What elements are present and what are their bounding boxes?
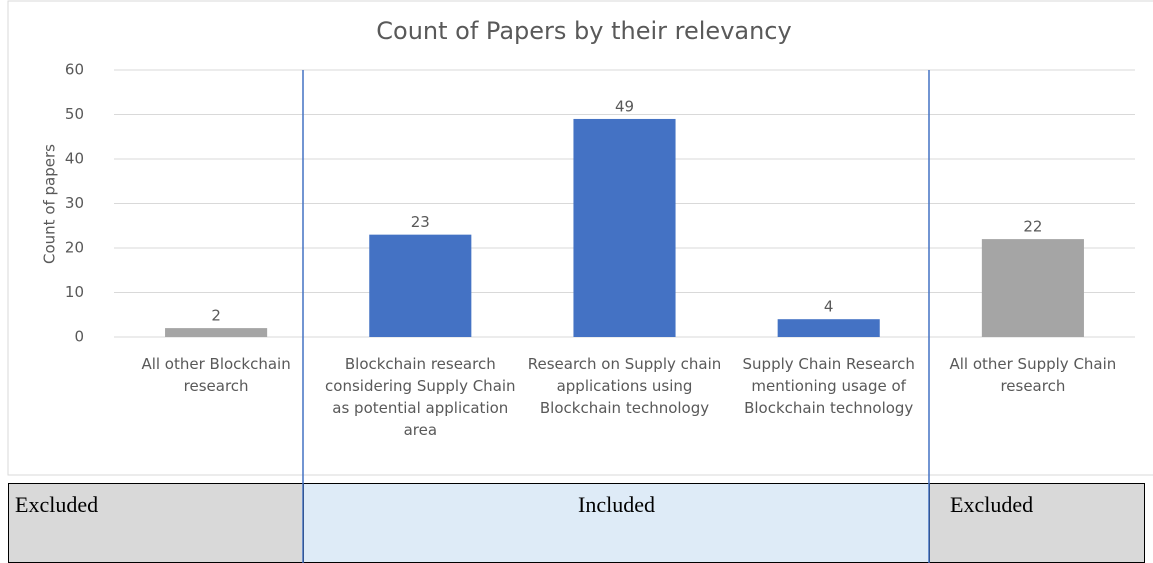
value-label: 23: [411, 213, 430, 231]
y-tick-label: 50: [65, 105, 84, 123]
y-tick-label: 40: [65, 150, 84, 168]
x-tick-label: All other Supply Chain research: [949, 355, 1117, 395]
x-tick-label: All other Blockchain research: [141, 355, 291, 395]
y-tick-label: 30: [65, 194, 84, 212]
excluded-box: Excluded: [8, 483, 304, 563]
included-box: Included: [303, 483, 930, 563]
bar: [165, 328, 268, 337]
y-tick-label: 60: [65, 61, 84, 79]
value-label: 4: [824, 298, 834, 316]
bar: [573, 118, 676, 337]
bar: [369, 234, 472, 337]
x-tick-label: Blockchain research considering Supply C…: [325, 355, 516, 439]
bar: [777, 319, 880, 337]
y-tick-label: 10: [65, 283, 84, 301]
x-tick-label: Supply Chain Research mentioning usage o…: [742, 355, 915, 417]
value-label: 2: [211, 307, 221, 325]
value-label: 49: [615, 97, 634, 115]
x-tick-label: Research on Supply chain applications us…: [527, 355, 722, 417]
bar: [981, 239, 1084, 337]
y-tick-label: 0: [74, 328, 84, 346]
value-label: 22: [1023, 218, 1042, 236]
chart-title: Count of Papers by their relevancy: [376, 17, 791, 45]
y-tick-label: 20: [65, 239, 84, 257]
y-axis-label: Count of papers: [41, 144, 59, 264]
excluded-box: Excluded: [929, 483, 1145, 563]
